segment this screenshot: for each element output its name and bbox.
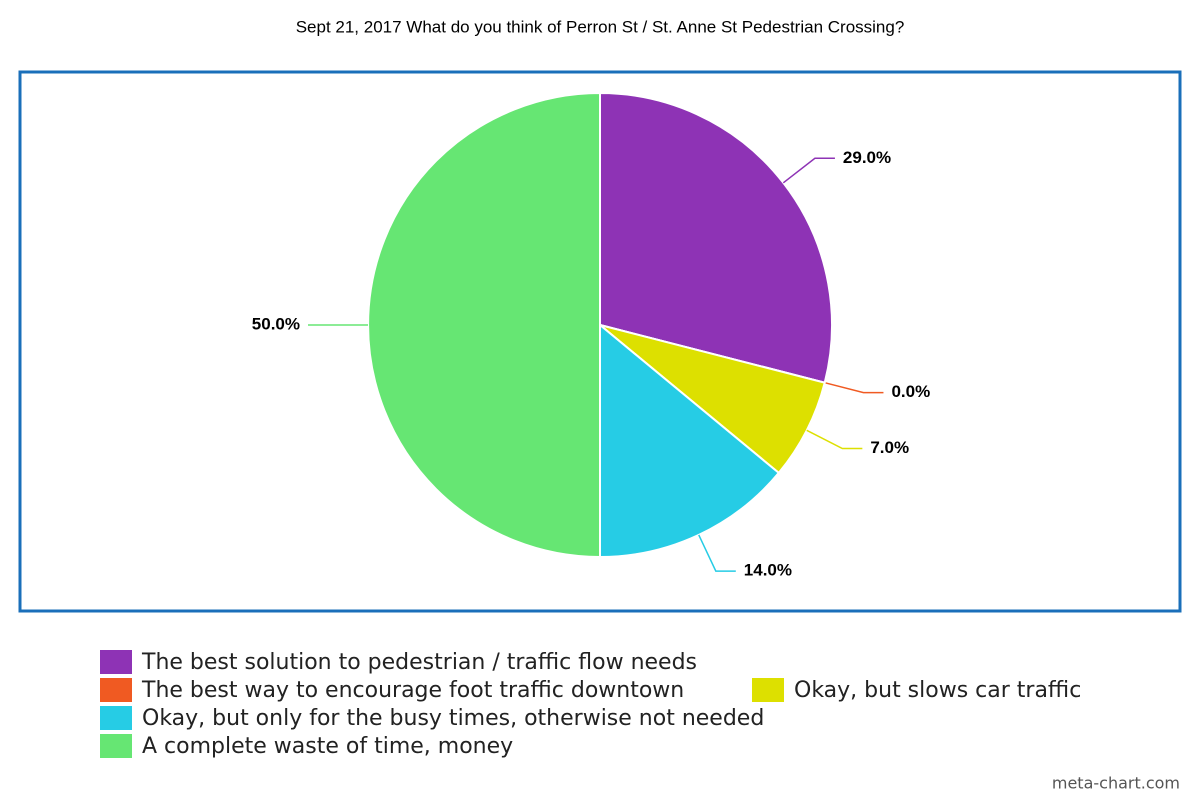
legend-swatch	[100, 678, 132, 702]
pie-slice	[599, 91, 833, 384]
legend-label: A complete waste of time, money	[142, 734, 513, 759]
legend-swatch	[100, 706, 132, 730]
legend-swatch	[100, 650, 132, 674]
value-label: 29.0%	[843, 148, 891, 167]
leader-line	[806, 429, 863, 450]
value-label: 14.0%	[744, 561, 792, 580]
legend-label: Okay, but slows car traffic	[794, 678, 1081, 703]
pie-slice	[599, 322, 781, 559]
legend-swatch	[100, 734, 132, 758]
chart-title: Sept 21, 2017 What do you think of Perro…	[296, 17, 905, 36]
legend-label: The best solution to pedestrian / traffi…	[141, 650, 697, 675]
leader-line	[782, 157, 835, 184]
legend-label: The best way to encourage foot traffic d…	[141, 678, 684, 703]
legend-swatch	[752, 678, 784, 702]
value-label: 0.0%	[891, 382, 930, 401]
credit: meta-chart.com	[1052, 774, 1180, 793]
value-label: 50.0%	[252, 314, 300, 333]
plot-border	[18, 70, 1182, 613]
leader-line	[824, 381, 884, 394]
value-label: 7.0%	[870, 438, 909, 457]
legend-label: Okay, but only for the busy times, other…	[142, 706, 764, 731]
leader-line	[698, 534, 736, 572]
pie-slice	[599, 324, 826, 475]
